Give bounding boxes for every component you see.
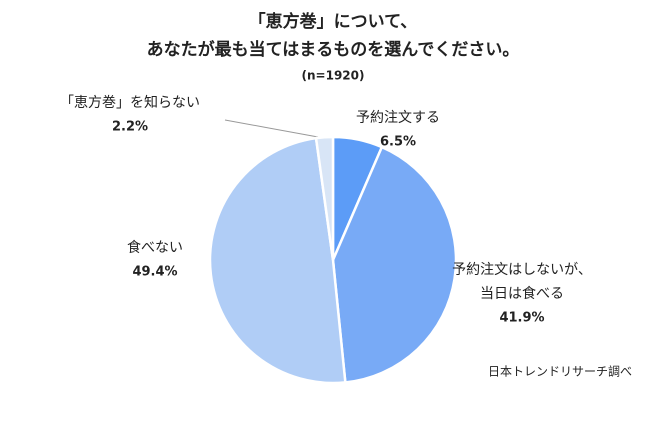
slice-label: 予約注文する (356, 110, 440, 126)
value-label: 2.2% (112, 120, 148, 135)
value-label: 41.9% (499, 311, 544, 326)
pie-slice (208, 136, 347, 385)
value-label: 6.5% (380, 135, 416, 150)
slice-label: 「恵方巻」を知らない (60, 94, 200, 111)
chart-title: 「恵方巻」について、 (249, 11, 418, 32)
value-label: 49.4% (132, 265, 177, 280)
pie-slice (314, 135, 335, 261)
slice-label: 予約注文はしないが、当日は食べる (452, 262, 592, 302)
pie-slice (331, 145, 458, 384)
leader-line (224, 119, 319, 138)
source: 日本トレンドリサーチ調べ (488, 365, 632, 379)
slice-label: 食べない (127, 239, 183, 256)
chart-title: あなたが最も当てはまるものを選んでください。 (147, 39, 520, 60)
chart-subtitle: (n=1920) (302, 69, 365, 83)
